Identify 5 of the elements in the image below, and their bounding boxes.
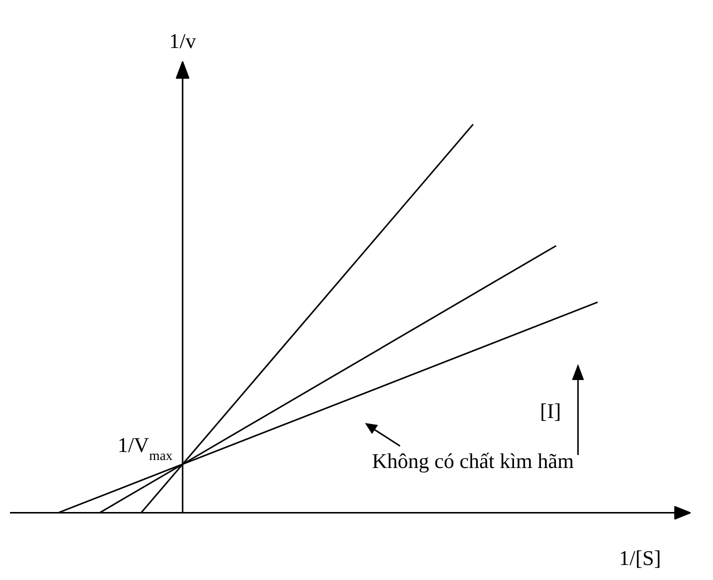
annotation: [I] (540, 399, 561, 423)
annotation: Không có chất kìm hãm (372, 449, 574, 473)
annotation: 1/V$_{max}$ (118, 433, 173, 463)
x-axis-title: 1/[S] (619, 546, 661, 570)
y-axis-title: 1/v (169, 29, 197, 53)
